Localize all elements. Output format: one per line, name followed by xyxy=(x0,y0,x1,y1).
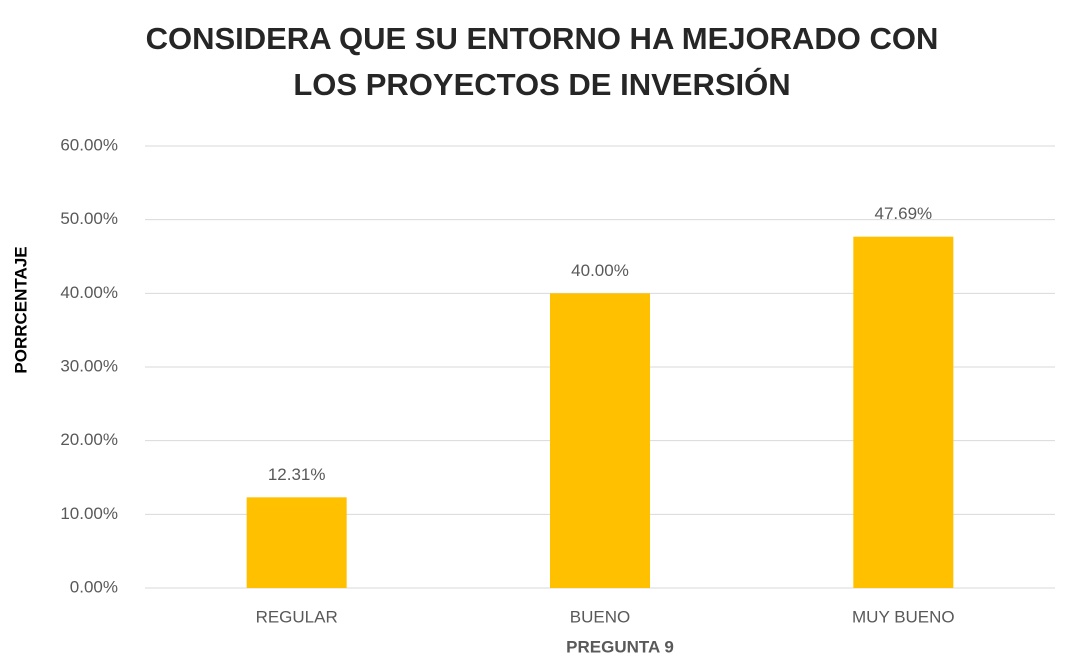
chart-title: CONSIDERA QUE SU ENTORNO HA MEJORADO CON… xyxy=(145,21,939,102)
y-tick-label: 0.00% xyxy=(70,577,118,596)
y-tick-label: 30.00% xyxy=(60,356,118,375)
x-tick-label: REGULAR xyxy=(256,607,338,626)
y-axis-label: PORRCENTAJE xyxy=(11,246,30,373)
bar xyxy=(246,497,347,588)
y-tick-label: 50.00% xyxy=(60,209,118,228)
bar xyxy=(853,236,954,589)
data-label: 47.69% xyxy=(874,204,932,223)
bar xyxy=(550,293,650,588)
y-tick-label: 20.00% xyxy=(60,430,118,449)
y-tick-label: 40.00% xyxy=(60,283,118,302)
x-axis-label: PREGUNTA 9 xyxy=(566,637,674,656)
y-tick-label: 60.00% xyxy=(60,135,118,154)
data-label: 40.00% xyxy=(571,261,629,280)
x-tick-label: BUENO xyxy=(570,607,630,626)
data-label: 12.31% xyxy=(268,465,326,484)
y-tick-label: 10.00% xyxy=(60,504,118,523)
x-tick-label: MUY BUENO xyxy=(852,607,955,626)
